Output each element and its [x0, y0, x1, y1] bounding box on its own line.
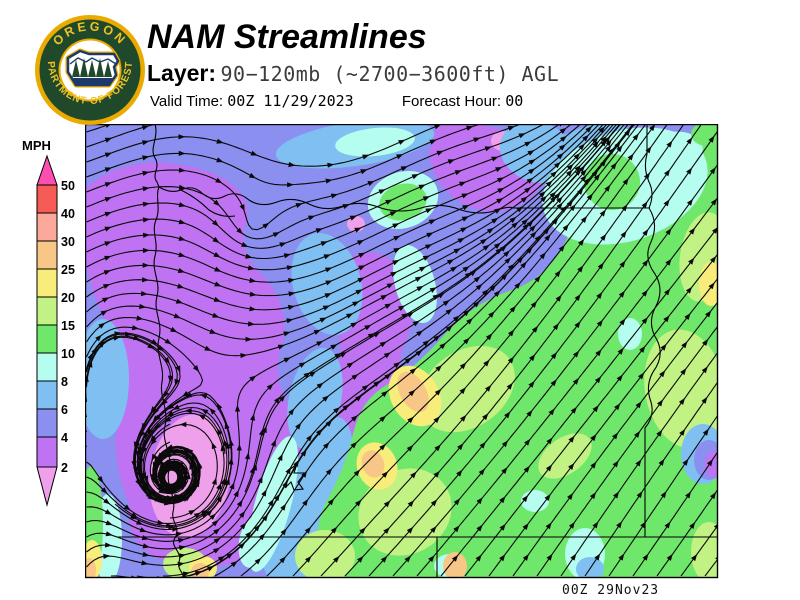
layer-value: 90−120mb (~2700−3600ft) AGL [220, 62, 560, 86]
svg-text:8: 8 [61, 375, 68, 389]
svg-text:2: 2 [61, 461, 68, 475]
forecast-hour-value: 00 [505, 92, 524, 110]
svg-text:25: 25 [61, 263, 75, 277]
svg-text:50: 50 [61, 179, 75, 193]
valid-time-value: 00Z 11/29/2023 [227, 92, 354, 110]
valid-time-label: Valid Time: [150, 93, 224, 110]
svg-text:30: 30 [61, 235, 75, 249]
colorbar-arrow-top [36, 154, 58, 186]
svg-text:4: 4 [61, 431, 68, 445]
river-branch [180, 189, 236, 217]
odf-logo: OREGON DEPARTMENT OF FORESTRY [34, 14, 145, 125]
svg-text:15: 15 [61, 319, 75, 333]
svg-text:20: 20 [61, 291, 75, 305]
forecast-hour-label: Forecast Hour: [401, 93, 502, 110]
colorbar-tick-labels: 50 40 30 25 20 15 10 8 6 4 2 [61, 179, 75, 475]
svg-text:10: 10 [61, 347, 75, 361]
map-border [85, 124, 719, 579]
validtime-row: Valid Time: 00Z 11/29/2023 Forecast Hour… [150, 92, 523, 110]
svg-text:40: 40 [61, 207, 75, 221]
wind-speed-colorbar: MPH 50 40 30 25 20 15 10 8 6 4 2 [22, 138, 75, 507]
north-vertical-border [644, 124, 653, 209]
svg-text:6: 6 [61, 403, 68, 417]
streamline-map [85, 124, 719, 579]
snake-river-border [644, 207, 661, 537]
colorbar-arrow-bottom [36, 466, 58, 507]
layer-row: Layer: 90−120mb (~2700−3600ft) AGL [147, 60, 559, 87]
logo-trees [72, 58, 112, 77]
map-timestamp: 00Z 29Nov23 [562, 583, 660, 598]
colorbar-unit-label: MPH [22, 138, 51, 153]
map-fill-layer [85, 124, 718, 578]
page-title: NAM Streamlines [147, 18, 427, 56]
streamlines-layer [85, 124, 718, 578]
logo-state-emblem [65, 48, 121, 88]
layer-label: Layer: [147, 60, 217, 86]
